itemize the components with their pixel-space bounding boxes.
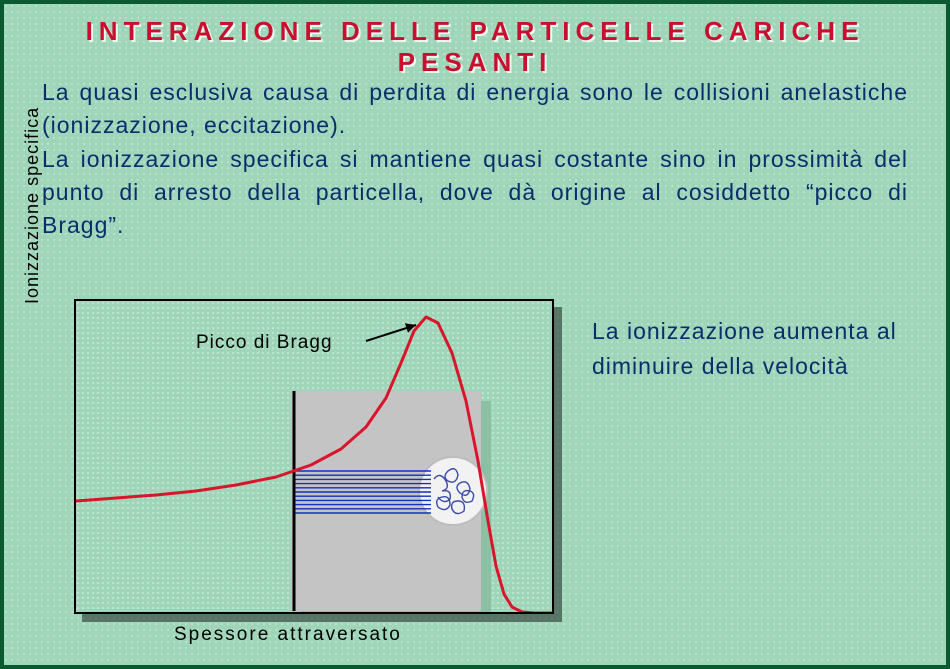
slide: INTERAZIONE DELLE PARTICELLE CARICHE PES… — [0, 0, 950, 669]
y-axis-label: Ionizzazione specifica — [22, 107, 43, 304]
chart: Picco di Bragg — [74, 299, 554, 614]
peak-label-text: Picco di Bragg — [196, 332, 333, 353]
chart-area: Picco di Bragg — [74, 299, 554, 614]
x-axis-label: Spessore attraversato — [174, 624, 402, 646]
x-axis-label-text: Spessore attraversato — [174, 624, 402, 645]
peak-label: Picco di Bragg — [196, 332, 333, 354]
body-paragraph: La quasi esclusiva causa di perdita di e… — [42, 76, 908, 243]
y-axis-label-text: Ionizzazione specifica — [22, 107, 42, 304]
side-note: La ionizzazione aumenta al diminuire del… — [592, 314, 927, 383]
slide-title: INTERAZIONE DELLE PARTICELLE CARICHE PES… — [4, 16, 946, 78]
